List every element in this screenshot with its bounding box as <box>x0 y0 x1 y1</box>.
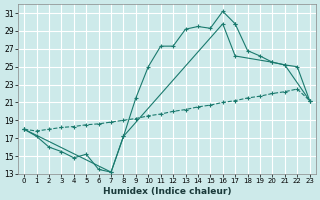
X-axis label: Humidex (Indice chaleur): Humidex (Indice chaleur) <box>103 187 231 196</box>
